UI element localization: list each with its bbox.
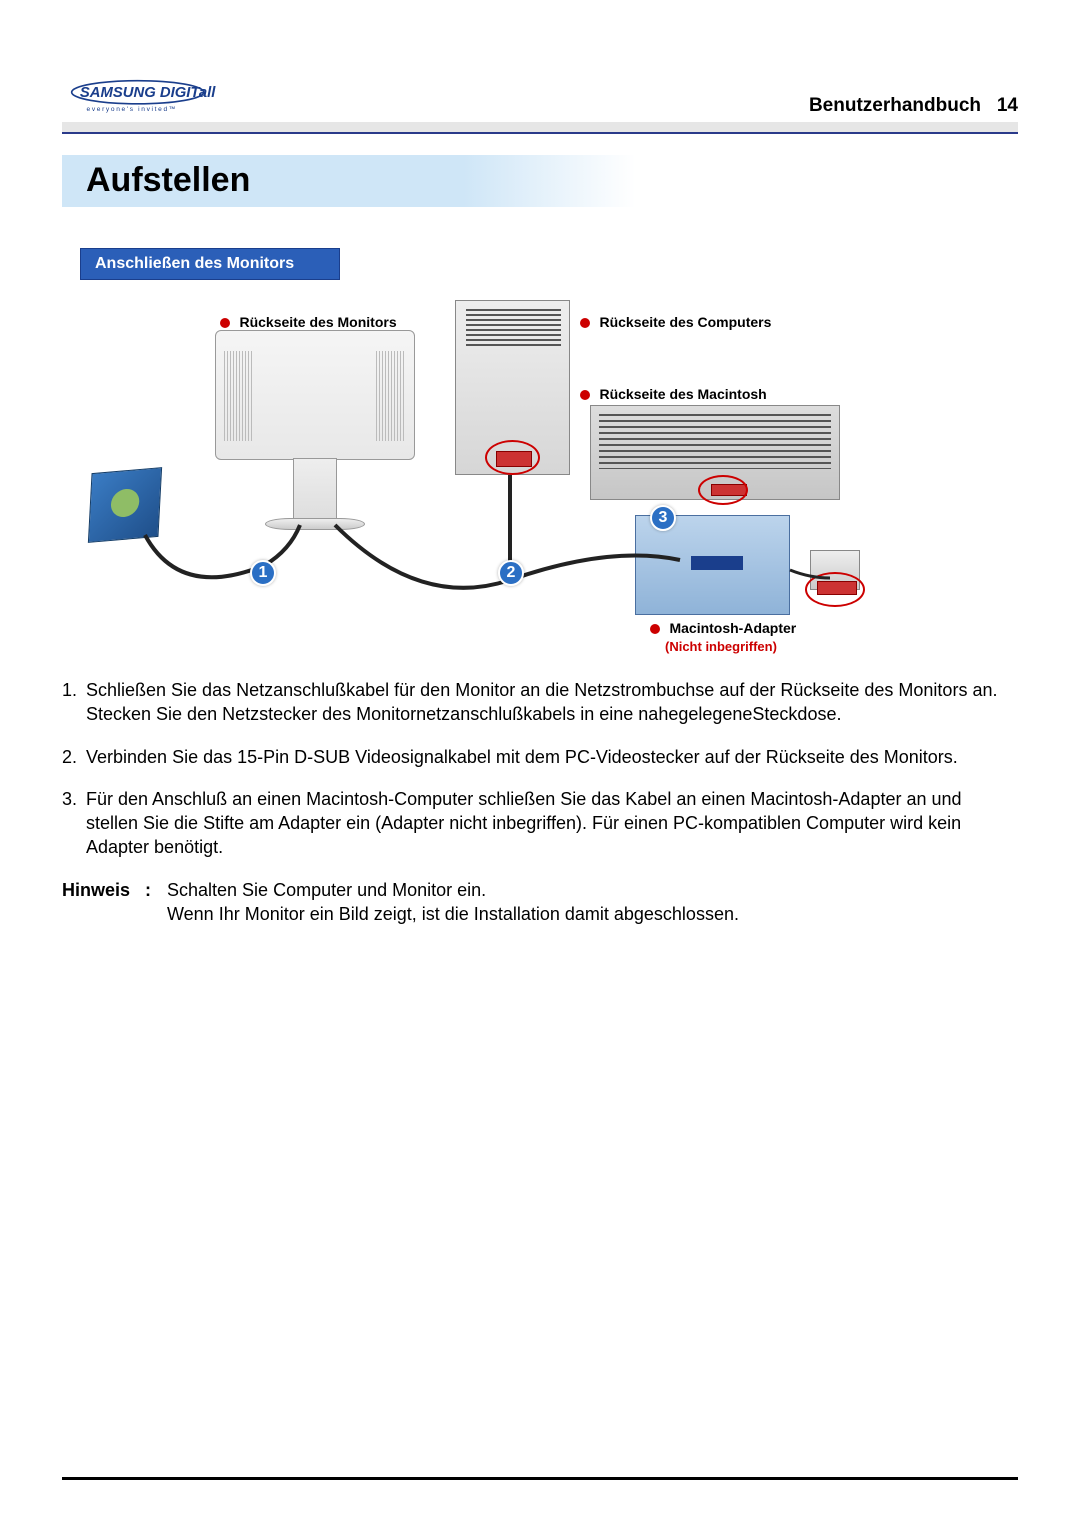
page-number: 14 (997, 95, 1018, 116)
step-circle-2: 2 (498, 560, 524, 586)
step-3: 3. Für den Anschluß an einen Macintosh-C… (62, 787, 1018, 860)
header-right: Benutzerhandbuch 14 (809, 95, 1018, 117)
note-label: Hinweis : (62, 878, 167, 927)
header-bar (62, 122, 1018, 134)
page: SAMSUNG DIGITall everyone's invited™ Ben… (0, 0, 1080, 1528)
step-num: 1. (62, 678, 86, 727)
bullet-icon (650, 624, 660, 634)
step-circle-3: 3 (650, 505, 676, 531)
instructions: 1. Schließen Sie das Netzanschlußkabel f… (62, 678, 1018, 926)
label-adapter: Macintosh-Adapter (Nicht inbegriffen) (650, 620, 796, 656)
step-1: 1. Schließen Sie das Netzanschlußkabel f… (62, 678, 1018, 727)
doc-title: Benutzerhandbuch (809, 95, 981, 116)
step-num: 3. (62, 787, 86, 860)
footer-rule (62, 1477, 1018, 1480)
logo-tagline: everyone's invited™ (87, 106, 178, 113)
step-text: Für den Anschluß an einen Macintosh-Comp… (86, 787, 1018, 860)
svg-text:SAMSUNG DIGITall: SAMSUNG DIGITall (80, 85, 216, 101)
logo-svg: SAMSUNG DIGITall everyone's invited™ (70, 78, 235, 118)
note-row: Hinweis : Schalten Sie Computer und Moni… (62, 878, 1018, 927)
adapter-note: (Nicht inbegriffen) (665, 639, 777, 654)
connection-diagram: Rückseite des Monitors Rückseite des Com… (90, 300, 990, 660)
logo-prefix: SAMSUNG (80, 85, 160, 101)
step-num: 2. (62, 745, 86, 769)
note-text: Schalten Sie Computer und Monitor ein. W… (167, 878, 739, 927)
logo-suffix: DIGITall (160, 85, 216, 101)
page-title: Aufstellen (62, 155, 1018, 200)
step-2: 2. Verbinden Sie das 15-Pin D-SUB Videos… (62, 745, 1018, 769)
cables-svg (90, 300, 990, 660)
step-text: Verbinden Sie das 15-Pin D-SUB Videosign… (86, 745, 958, 769)
brand-logo: SAMSUNG DIGITall everyone's invited™ (70, 78, 235, 123)
step-circle-1: 1 (250, 560, 276, 586)
step-text: Schließen Sie das Netzanschlußkabel für … (86, 678, 1018, 727)
title-block: Aufstellen (62, 155, 1018, 207)
section-subtitle: Anschließen des Monitors (80, 248, 340, 280)
